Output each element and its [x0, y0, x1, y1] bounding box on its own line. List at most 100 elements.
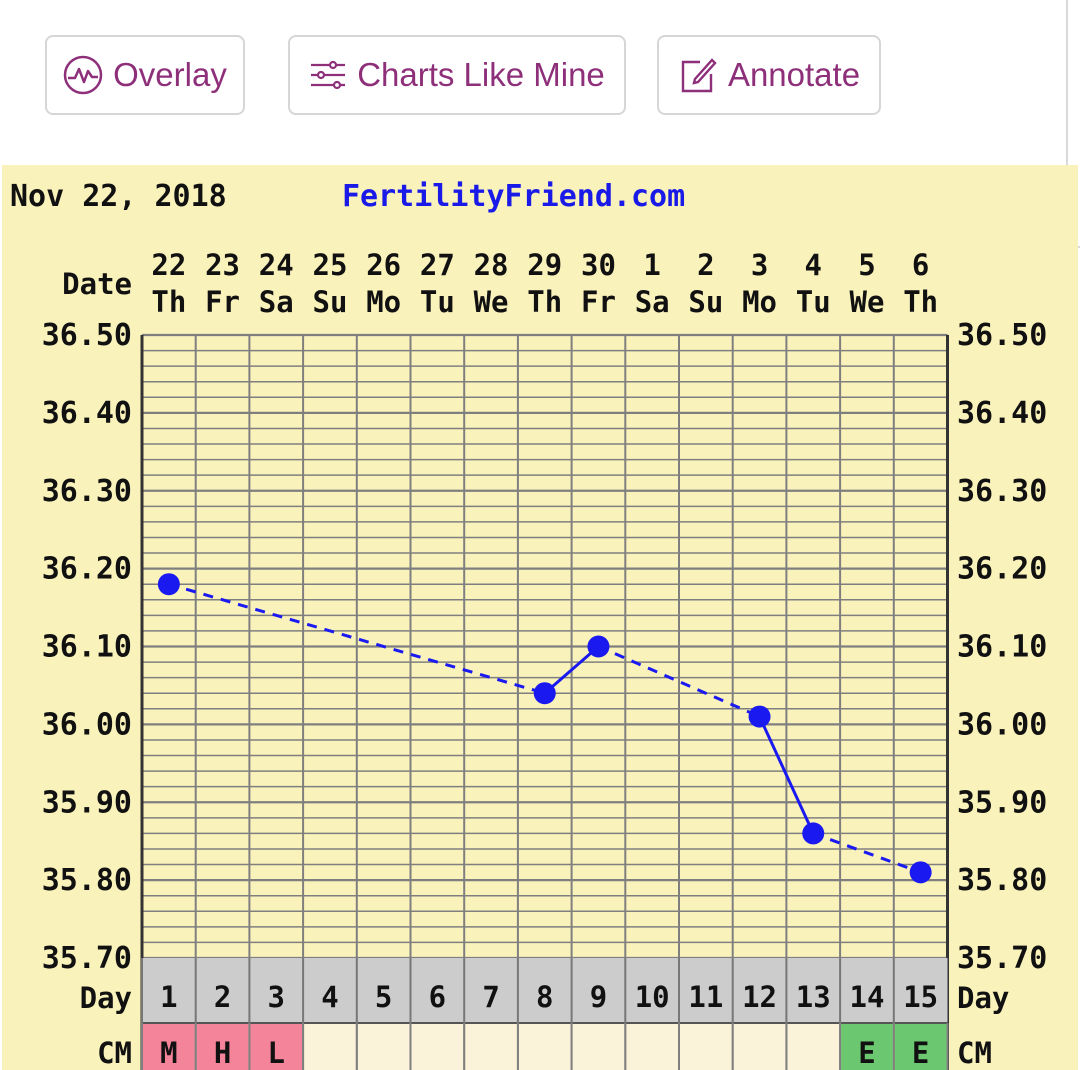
y-tick-right: 35.70 [957, 941, 1047, 976]
day-number: 9 [590, 980, 607, 1014]
weekday-label: Su [688, 285, 723, 319]
weekday-label: Th [151, 285, 186, 319]
weekday-label: Sa [259, 285, 294, 319]
annotate-button[interactable]: Annotate [657, 35, 881, 115]
y-tick-left: 36.00 [42, 707, 132, 742]
date-label: 25 [312, 248, 347, 282]
weekday-label: Sa [635, 285, 670, 319]
cm-row-label-right: CM [957, 1036, 992, 1070]
cm-cell [304, 1024, 356, 1070]
cm-row-label-left: CM [97, 1036, 132, 1070]
cm-cell [143, 1024, 195, 1070]
cm-cell [894, 1024, 947, 1070]
cm-cell [841, 1024, 893, 1070]
day-number: 11 [688, 980, 723, 1014]
temp-point [533, 682, 556, 705]
y-tick-right: 35.90 [957, 785, 1047, 820]
date-label: 5 [858, 248, 875, 282]
day-number: 15 [903, 980, 938, 1014]
date-label: 4 [805, 248, 822, 282]
overlay-button[interactable]: Overlay [45, 35, 245, 115]
day-number: 4 [321, 980, 338, 1014]
chart-background [2, 165, 1078, 1070]
temp-point [587, 635, 610, 658]
date-label: 24 [259, 248, 294, 282]
date-label: 6 [912, 248, 929, 282]
weekday-label: Mo [742, 285, 777, 319]
day-number: 12 [742, 980, 777, 1014]
temp-point [157, 573, 180, 596]
day-number: 2 [214, 980, 231, 1014]
weekday-label: Fr [205, 285, 240, 319]
day-number: 1 [160, 980, 177, 1014]
weekday-label: Th [527, 285, 562, 319]
y-tick-right: 36.50 [957, 318, 1047, 353]
temp-line-dashed [597, 645, 761, 718]
day-row-label-left: Day [80, 981, 132, 1015]
cm-cell [733, 1024, 786, 1070]
temp-line-solid [758, 715, 815, 835]
cm-value: E [858, 1036, 875, 1070]
weekday-label: Tu [420, 285, 455, 319]
day-number: 5 [375, 980, 392, 1014]
cm-cell [572, 1024, 625, 1070]
toolbar: Overlay Charts Like Mine Annotate [0, 0, 1080, 248]
temp-point [909, 861, 932, 884]
charts-like-mine-button[interactable]: Charts Like Mine [288, 35, 626, 115]
site-name: FertilityFriend.com [342, 179, 685, 214]
date-label: 28 [474, 248, 509, 282]
weekday-label: Mo [366, 285, 401, 319]
cm-cell [357, 1024, 410, 1070]
y-tick-left: 36.40 [42, 396, 132, 431]
weekday-label: Th [903, 285, 938, 319]
weekday-label: Fr [581, 285, 616, 319]
chart-date: Nov 22, 2018 [10, 179, 227, 214]
annotate-label: Annotate [727, 56, 861, 93]
date-label: 1 [643, 248, 660, 282]
overlay-label: Overlay [113, 56, 227, 93]
cm-value: E [912, 1036, 929, 1070]
date-row-label: Date [62, 267, 132, 301]
day-number: 10 [635, 980, 670, 1014]
y-tick-left: 36.30 [42, 474, 132, 509]
table-rows: 1 M 2 H 3 L 4 5 6 7 8 9 10 11 12 13 14 E 15 E [141, 958, 949, 1070]
weekday-label: We [474, 285, 509, 319]
y-tick-right: 36.10 [957, 630, 1047, 665]
temp-line-dashed [168, 582, 546, 695]
y-tick-right: 35.80 [957, 863, 1047, 898]
cm-cell [465, 1024, 517, 1070]
cm-cell [626, 1024, 678, 1070]
cm-cell [518, 1024, 571, 1070]
date-label: 3 [751, 248, 768, 282]
weekday-label: Tu [796, 285, 831, 319]
temp-line-solid [543, 645, 600, 695]
grid [140, 333, 949, 1070]
cm-value: H [214, 1036, 231, 1070]
cm-cell [196, 1024, 249, 1070]
wave-circle-icon [63, 55, 103, 95]
date-label: 23 [205, 248, 240, 282]
day-number: 8 [536, 980, 553, 1014]
date-label: 22 [151, 248, 186, 282]
y-tick-left: 35.90 [42, 785, 132, 820]
date-label: 2 [697, 248, 714, 282]
day-number: 6 [429, 980, 446, 1014]
day-row-background [142, 958, 948, 1023]
date-label: 29 [527, 248, 562, 282]
y-tick-left: 35.80 [42, 863, 132, 898]
temp-point [802, 822, 825, 845]
cm-cell [680, 1024, 732, 1070]
sliders-icon [309, 60, 347, 90]
cm-value: M [160, 1036, 177, 1070]
y-tick-left: 36.50 [42, 318, 132, 353]
temperature-line [157, 573, 932, 884]
date-label: 30 [581, 248, 616, 282]
charts-like-mine-label: Charts Like Mine [357, 56, 605, 93]
temp-line-dashed [812, 831, 922, 874]
y-tick-right: 36.40 [957, 396, 1047, 431]
cm-cell [250, 1024, 303, 1070]
temp-point [748, 705, 771, 728]
weekday-label: Su [312, 285, 347, 319]
cm-cell [411, 1024, 464, 1070]
